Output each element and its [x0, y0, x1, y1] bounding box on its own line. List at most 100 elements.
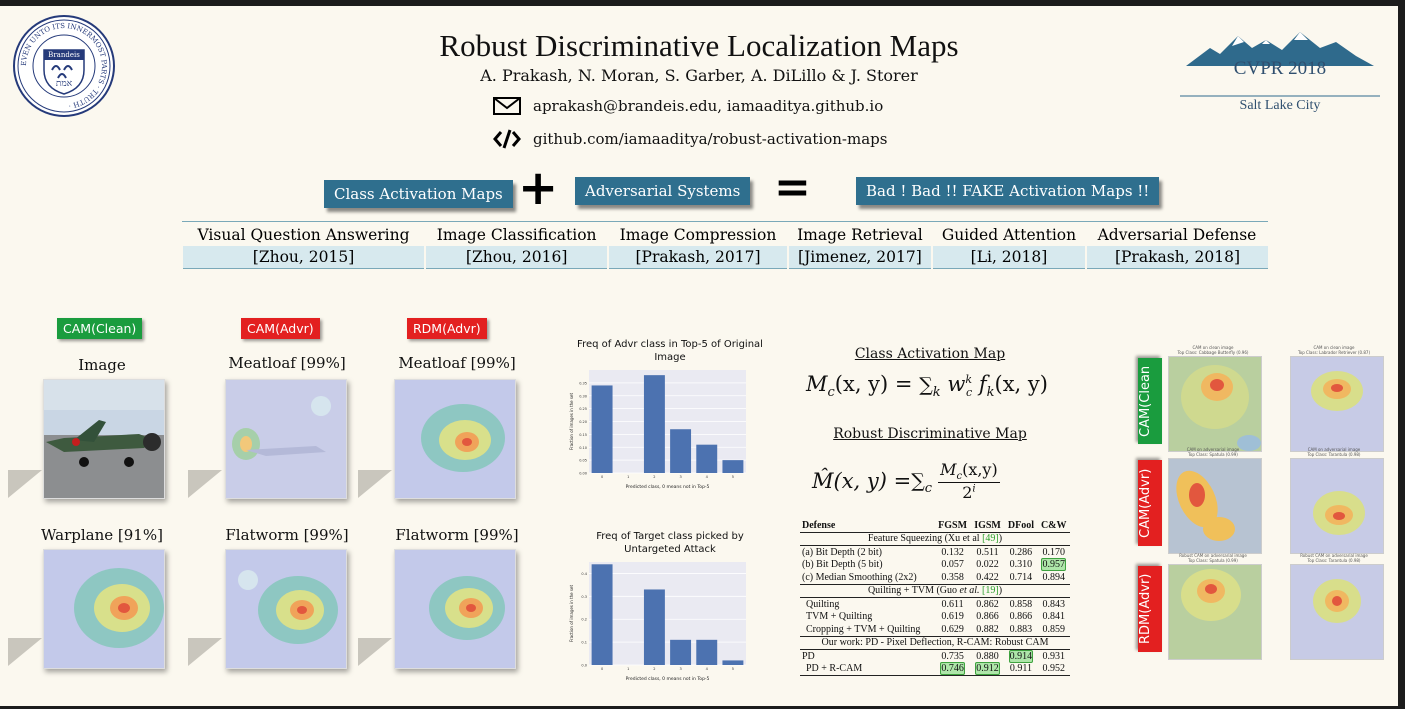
app-citation: [Zhou, 2016]: [424, 246, 609, 269]
rdm-advr-heatmap-1: [394, 379, 516, 499]
table-row: Quilting 0.611 0.862 0.858 0.843: [800, 598, 1070, 611]
bar: [670, 429, 692, 473]
image-shadow: [358, 638, 392, 666]
chart-target-class-untargeted: 0.0 0.1 0.2 0.3 0.4 0 1 2 3 4 5 Predicted class, 0 …: [569, 562, 746, 682]
bar: [722, 460, 744, 473]
x-tick-label: 5: [732, 475, 734, 479]
cell: 0.132: [941, 546, 964, 558]
app-citation: [Prakash, 2017]: [607, 246, 788, 269]
section-text: ): [998, 533, 1003, 545]
right-caption: Robust CAM on adversarial image Top Class…: [1165, 553, 1261, 563]
bar: [643, 589, 665, 665]
cell: 0.286: [1009, 546, 1033, 558]
def-header: FGSM: [934, 519, 971, 533]
warplane-original-image: [43, 379, 165, 499]
rdm-advr-tag: RDM(Advr): [407, 318, 487, 339]
table-row: (a) Bit Depth (2 bit) 0.132 0.511 0.286 0.17…: [800, 546, 1070, 559]
table-row: (b) Bit Depth (5 bit) 0.057 0.022 0.310 0.95…: [800, 558, 1070, 572]
brandeis-seal-logo: EVEN UNTO ITS INNERMOST PARTS · TRUTH ·: [13, 15, 115, 117]
image-shadow: [358, 470, 392, 498]
x-tick-label: 0: [601, 667, 603, 671]
caption-line: CAM on adversarial image: [1307, 447, 1361, 452]
right-caption: CAM on adversarial image Top Class: Taran…: [1286, 447, 1382, 457]
caption-line: Top Class: Spatula (0.99): [1188, 452, 1238, 457]
cell: 0.894: [1042, 571, 1065, 583]
app-citation: [Zhou, 2015]: [180, 246, 426, 269]
x-tick-label: 5: [732, 667, 734, 671]
bar: [696, 444, 718, 473]
adversarial-systems-pill: Adversarial Systems: [575, 177, 751, 205]
highlighted-cell: 0.746: [940, 662, 965, 676]
row-name: (b) Bit Depth (5 bit): [802, 559, 883, 571]
right-caption: Robust CAM on adversarial image Top Class…: [1286, 553, 1382, 563]
section-text: et al.: [959, 585, 980, 597]
rdm-equation: M̂(x, y) = ∑ c Mc(x,y) 2i: [812, 460, 1000, 502]
highlighted-cell: 0.912: [975, 662, 1000, 676]
github-text[interactable]: github.com/iamaaditya/robust-activation-…: [533, 130, 888, 148]
app-header: Guided Attention: [941, 226, 1077, 244]
caption-cam-clean-warplane: Warplane [91%]: [41, 526, 163, 544]
email-line: aprakash@brandeis.edu, iamaaditya.github…: [493, 97, 883, 115]
caption-line: Robust CAM on adversarial image: [1300, 553, 1368, 558]
row-name: PD + R-CAM: [806, 663, 863, 675]
eq-symbol: M̂(x, y) =: [812, 469, 912, 494]
app-header: Visual Question Answering: [197, 226, 410, 244]
cell: 0.882: [976, 623, 999, 635]
bar: [591, 385, 613, 473]
x-tick-label: 0: [601, 475, 603, 479]
x-tick-label: 2: [653, 475, 655, 479]
right-cam-advr-spatula: [1168, 458, 1262, 554]
cell: 0.952: [1042, 663, 1065, 675]
cell: 0.866: [1009, 611, 1033, 623]
cell: 0.843: [1042, 598, 1065, 610]
eq-fraction: Mc(x,y) 2i: [938, 460, 1000, 502]
caption-line: Top Class: Tarantula (0.98): [1307, 452, 1361, 457]
bar: [591, 564, 613, 665]
table-row: Cropping + TVM + Quilting 0.629 0.882 0.883…: [800, 623, 1070, 636]
eq-symbol: c: [956, 471, 963, 483]
cell: 0.619: [941, 611, 964, 623]
eq-symbol: 2: [962, 483, 973, 503]
cell: 0.911: [1009, 663, 1032, 675]
chart2-title: Freq of Target class picked by Untargete…: [596, 531, 744, 555]
eq-symbol: (x, y) =: [834, 372, 920, 396]
caption-line: CAM on adversarial image: [1186, 447, 1240, 452]
plot-area: [589, 562, 746, 665]
section-feature-squeezing: Feature Squeezing (Xu et al [49]): [800, 531, 1070, 546]
row-name: (a) Bit Depth (2 bit): [802, 546, 882, 558]
seal-hebrew: אמת: [55, 79, 73, 89]
class-activation-maps-pill: Class Activation Maps: [324, 180, 513, 208]
email-text[interactable]: aprakash@brandeis.edu, iamaaditya.github…: [533, 97, 884, 115]
row-name: Quilting: [806, 598, 840, 610]
x-tick-label: 1: [627, 475, 629, 479]
eq-symbol: c: [965, 386, 973, 400]
cell: 0.170: [1042, 546, 1065, 558]
cvpr-mountains-logo: [1180, 32, 1380, 97]
email-icon: [493, 97, 521, 115]
y-tick-label: 0.3: [581, 595, 587, 599]
right-caption: CAM on adversarial image Top Class: Spatu…: [1165, 447, 1261, 457]
y-axis-label: Fraction of images in the set: [569, 393, 574, 450]
app-header: Image Retrieval: [797, 226, 923, 244]
right-caption: CAM on clean image Top Class: Labrador Re…: [1286, 345, 1382, 355]
citation-link[interactable]: [19]: [982, 585, 999, 597]
eq-symbol: (x,y): [962, 460, 998, 479]
github-line: github.com/iamaaditya/robust-activation-…: [493, 128, 887, 150]
y-tick-label: 0.1: [581, 641, 587, 645]
app-header: Adversarial Defense: [1097, 226, 1257, 244]
right-cam-clean-butterfly: [1168, 356, 1262, 452]
caption-cam-advr-flatworm: Flatworm [99%]: [225, 526, 349, 544]
table-row: (c) Median Smoothing (2x2) 0.358 0.422 0.71…: [800, 571, 1070, 584]
cell: 0.841: [1042, 611, 1065, 623]
eq-symbol: f: [972, 372, 987, 396]
citation-link[interactable]: [49]: [982, 533, 999, 545]
table-row: PD + R-CAM 0.746 0.912 0.911 0.952: [800, 662, 1070, 676]
eq-symbol: w: [940, 372, 966, 396]
caption-line: Top Class: Labrador Retriever (0.87): [1298, 350, 1370, 355]
caption-line: Robust CAM on adversarial image: [1179, 553, 1247, 558]
right-cam-clean-tag: CAM(Clean: [1138, 358, 1162, 444]
caption-line: Top Class: Cabbage Butterfly (0.96): [1177, 350, 1249, 355]
chart-advr-class-top5: 0.00 0.05 0.10 0.15 0.20 0.25 0.30 0.35 0 1 2 3 4 5 Pr…: [569, 370, 746, 490]
x-axis-label: Predicted class, 0 means not in Top-5: [626, 676, 710, 682]
eq-symbol: k: [932, 385, 941, 401]
